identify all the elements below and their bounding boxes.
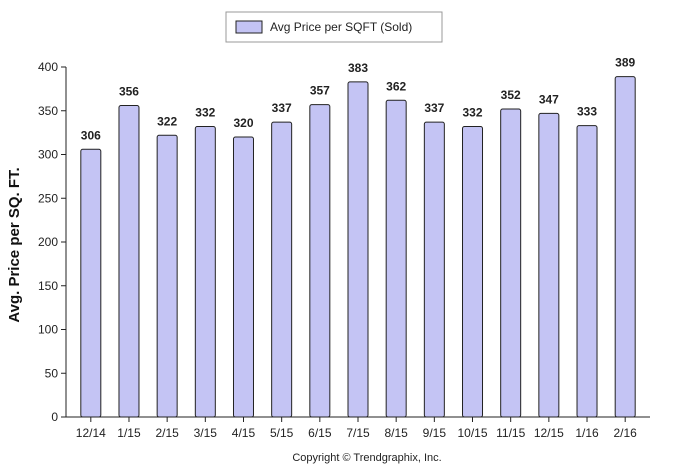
bar <box>156 134 178 418</box>
x-tick-label: 1/16 <box>575 426 599 440</box>
data-label: 356 <box>119 85 139 99</box>
x-tick-label: 2/15 <box>155 426 179 440</box>
y-tick-label: 300 <box>38 148 58 162</box>
y-tick-label: 250 <box>38 191 58 205</box>
bar <box>500 108 522 418</box>
x-tick-label: 3/15 <box>194 426 218 440</box>
bar <box>576 125 598 418</box>
x-tick-label: 10/15 <box>457 426 487 440</box>
x-tick-label: 7/15 <box>346 426 370 440</box>
data-label: 322 <box>157 114 177 128</box>
bar <box>80 148 102 418</box>
data-label: 337 <box>272 101 292 115</box>
x-tick-label: 2/16 <box>614 426 638 440</box>
y-tick-label: 50 <box>45 366 59 380</box>
data-label: 352 <box>501 88 521 102</box>
y-tick-label: 100 <box>38 323 58 337</box>
y-tick-label: 150 <box>38 279 58 293</box>
data-label: 337 <box>424 101 444 115</box>
data-label: 306 <box>81 128 101 142</box>
legend-label: Avg Price per SQFT (Sold) <box>270 20 412 34</box>
bar <box>309 104 331 418</box>
bar <box>423 121 445 418</box>
x-tick-label: 6/15 <box>308 426 332 440</box>
data-label: 320 <box>233 116 253 130</box>
bar <box>271 121 293 418</box>
bar <box>194 126 216 418</box>
legend: Avg Price per SQFT (Sold) <box>225 11 443 43</box>
x-tick-label: 9/15 <box>423 426 447 440</box>
data-label: 389 <box>615 56 635 70</box>
x-tick-label: 12/15 <box>534 426 564 440</box>
x-tick-label: 11/15 <box>496 426 525 440</box>
data-label: 357 <box>310 84 330 98</box>
y-axis-title: Avg. Price per SQ. FT. <box>6 167 23 322</box>
x-tick-label: 4/15 <box>232 426 256 440</box>
data-label: 362 <box>386 79 406 93</box>
bar <box>614 76 636 418</box>
data-label: 332 <box>195 106 215 120</box>
copyright-text: Copyright © Trendgraphix, Inc. <box>292 452 441 464</box>
x-tick-label: 5/15 <box>270 426 294 440</box>
y-tick-label: 200 <box>38 235 58 249</box>
x-tick-label: 12/14 <box>76 426 106 440</box>
data-label: 332 <box>462 106 482 120</box>
bar <box>347 81 369 418</box>
y-tick-label: 350 <box>38 104 58 118</box>
bars: 306 356 322 332 320 337 357 383 362 337 332 352 347 3… <box>80 56 636 418</box>
x-tick-label: 8/15 <box>384 426 408 440</box>
data-label: 347 <box>539 92 559 106</box>
data-label: 383 <box>348 61 368 75</box>
bar <box>538 112 560 418</box>
data-label: 333 <box>577 105 597 119</box>
y-tick-label: 400 <box>38 60 58 74</box>
bar <box>232 136 254 418</box>
bar <box>118 105 140 418</box>
x-tick-label: 1/15 <box>117 426 141 440</box>
legend-swatch <box>235 20 263 34</box>
y-tick-label: 0 <box>51 410 58 424</box>
bar <box>462 126 484 418</box>
bar <box>385 99 407 418</box>
